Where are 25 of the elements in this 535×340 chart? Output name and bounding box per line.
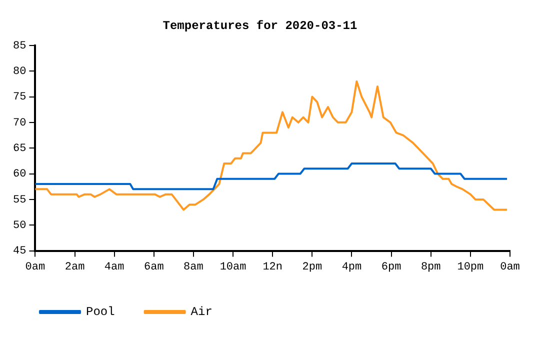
x-tick-label: 12n [262,261,283,274]
y-tick-label: 65 [13,143,26,156]
y-tick-label: 45 [13,246,26,258]
x-tick-label: 8am [184,261,204,274]
y-tick-label: 75 [13,92,26,104]
x-tick-label: 4am [104,261,125,274]
y-tick-label: 85 [13,40,26,52]
y-tick-label: 50 [13,220,26,232]
legend-label: Pool [86,305,115,320]
x-tick-label: 0am [500,261,520,274]
x-tick-label: 6am [144,261,164,274]
x-tick-label: 10pm [457,261,484,274]
x-tick-label: 0am [25,261,46,274]
x-tick-label: 8pm [420,261,442,274]
chart-title: Temperatures for 2020-03-11 [162,19,358,34]
y-tick-label: 55 [13,194,26,206]
x-tick-label: 4pm [342,261,362,274]
y-tick-label: 80 [13,66,26,78]
x-tick-label: 2am [64,261,86,274]
x-tick-label: 10am [220,261,247,274]
legend-label: Air [190,305,212,320]
y-tick-label: 70 [13,117,26,130]
x-tick-label: 6pm [381,261,402,274]
y-tick-label: 60 [13,168,26,181]
x-tick-label: 2pm [302,261,322,274]
